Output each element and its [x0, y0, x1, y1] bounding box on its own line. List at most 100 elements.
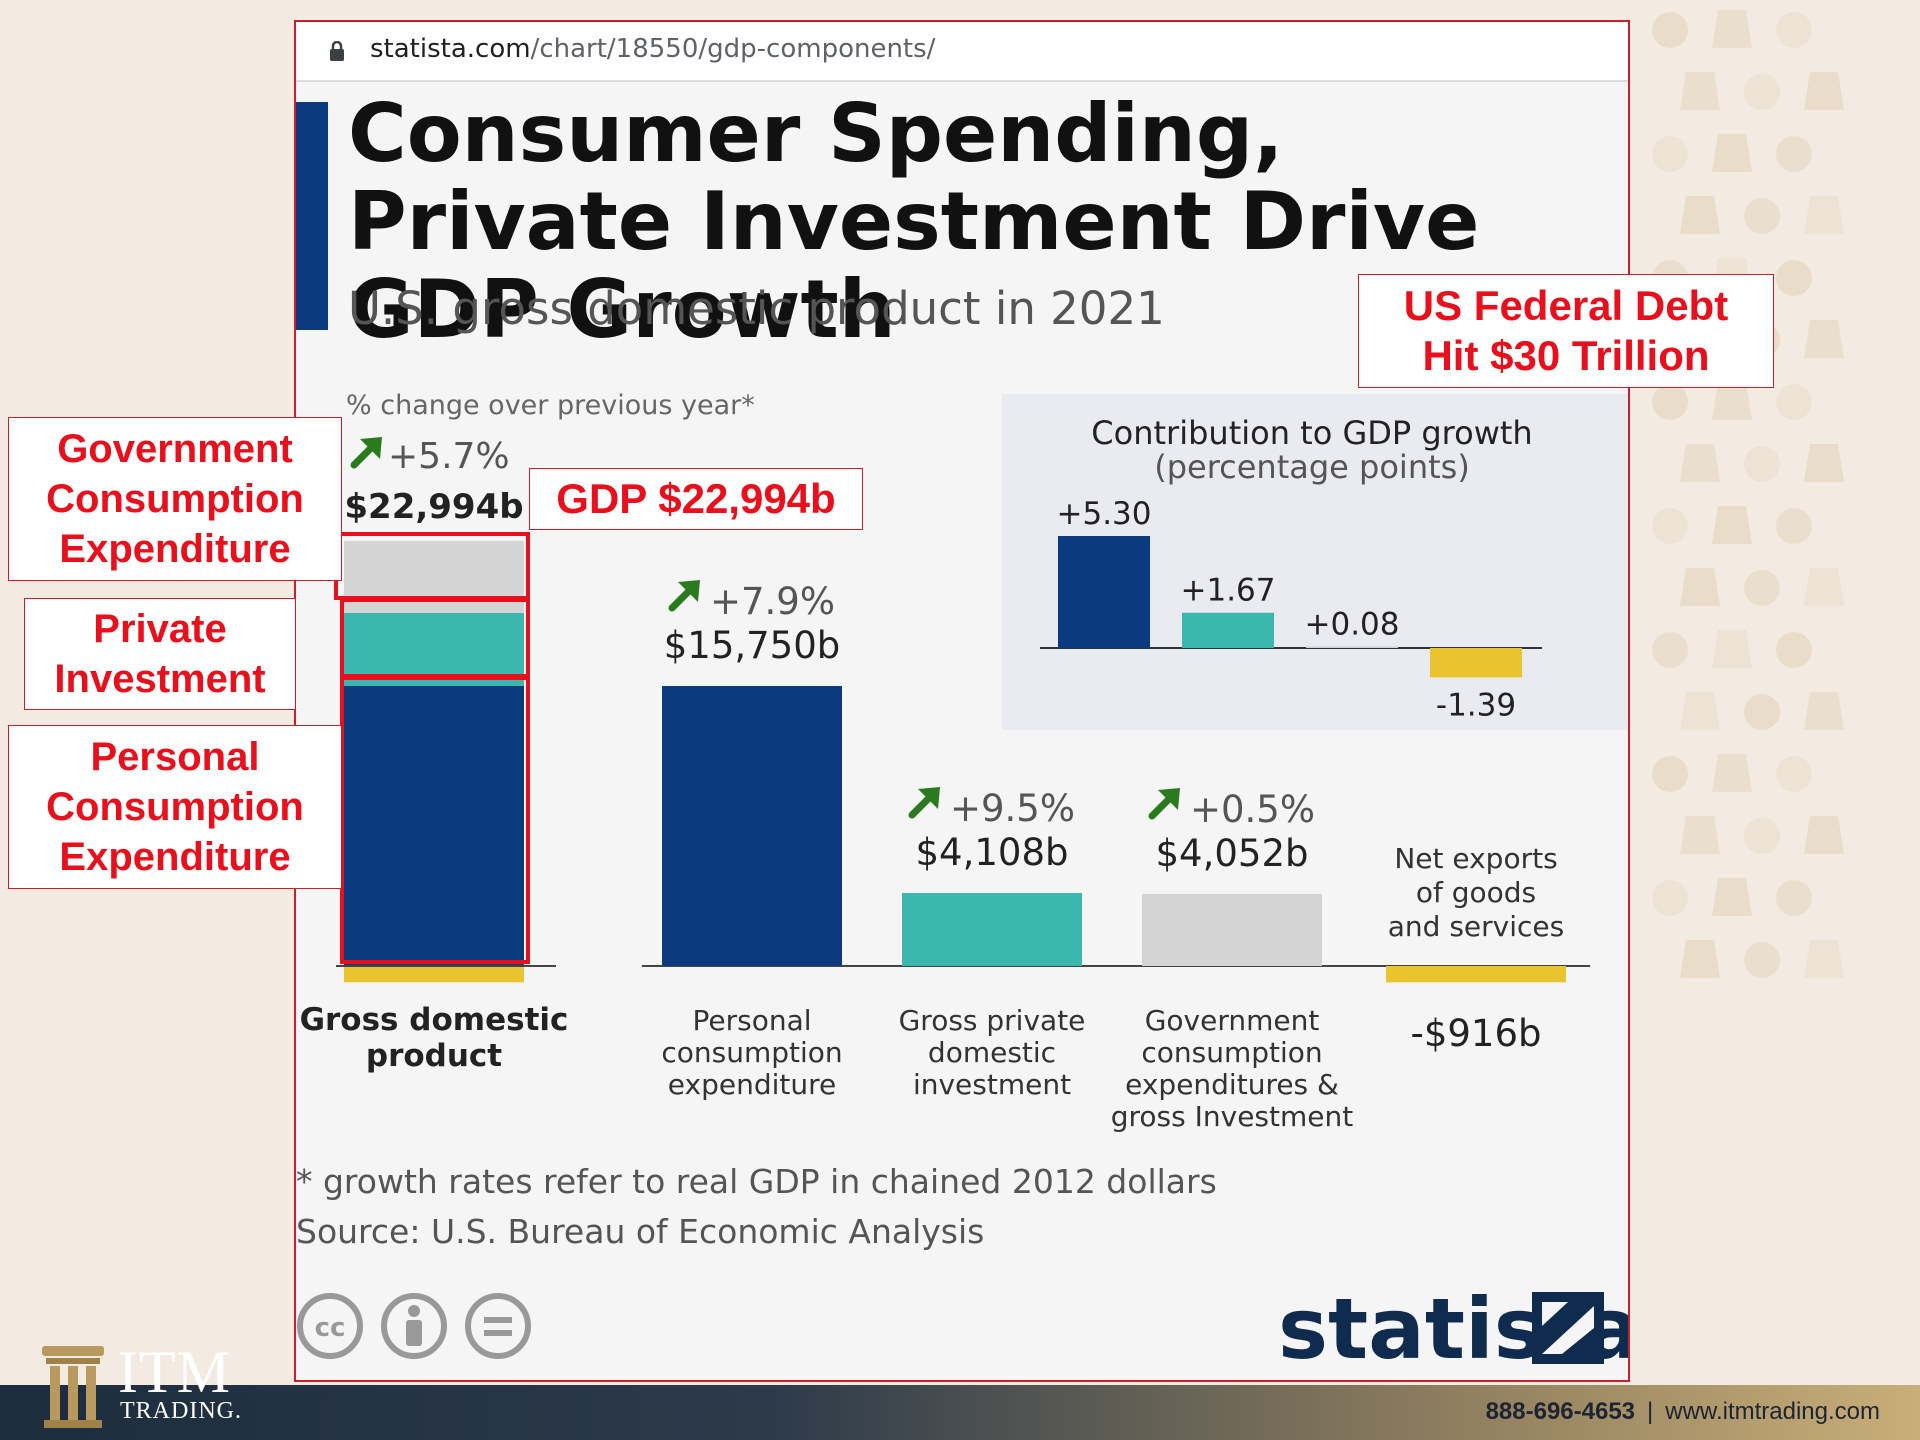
component-bar-4 — [1386, 966, 1566, 983]
lock-icon — [330, 41, 344, 61]
component-category-label-2-2: domestic — [928, 1036, 1056, 1069]
decorative-dot — [1652, 880, 1688, 916]
component-category-label-1-2: consumption — [661, 1036, 842, 1069]
decorative-dot — [1776, 260, 1812, 296]
chart-title: Consumer Spending, Private Investment Dr… — [348, 87, 1480, 356]
contribution-value-label-4: -1.39 — [1436, 687, 1516, 723]
itm-logo-subtext: TRADING. — [120, 1398, 242, 1424]
cc-icon: cc — [297, 1293, 363, 1359]
gdp-category-label: Gross domestic — [300, 1002, 569, 1038]
decorative-pattern — [1652, 10, 1844, 978]
source-note: Source: U.S. Bureau of Economic Analysis — [296, 1212, 985, 1251]
component-category-label-4-3: and services — [1388, 910, 1564, 943]
component-category-label-3-3: expenditures & — [1125, 1068, 1339, 1101]
highlight-personal-segment — [340, 676, 530, 964]
statista-logo-mark — [1532, 1292, 1604, 1364]
decorative-dot — [1776, 384, 1812, 420]
decorative-trapezoid — [1804, 196, 1844, 234]
decorative-trapezoid — [1804, 692, 1844, 730]
browser-address-bar[interactable]: statista.com/chart/18550/gdp-components/ — [296, 22, 1628, 82]
component-growth-arrow-icon-3 — [1148, 787, 1180, 820]
component-value-label-1: $15,750b — [664, 624, 841, 667]
component-growth-label-3: +0.5% — [1190, 788, 1315, 831]
decorative-trapezoid — [1804, 320, 1844, 358]
decorative-dot — [1652, 508, 1688, 544]
url-text[interactable]: statista.com/chart/18550/gdp-components/ — [370, 34, 936, 64]
statista-chart-panel: statista.com/chart/18550/gdp-components/… — [294, 20, 1630, 1382]
title-accent-bar — [296, 102, 328, 330]
component-growth-arrow-icon-3-head — [1158, 787, 1180, 810]
contribution-subtitle: (percentage points) — [1154, 448, 1470, 486]
contribution-value-label-2: +1.67 — [1181, 573, 1276, 609]
component-growth-arrow-icon-1-head — [678, 580, 700, 602]
gdp-stack-segment-1 — [344, 686, 524, 966]
decorative-dot — [1652, 384, 1688, 420]
decorative-dot — [1776, 880, 1812, 916]
gdp-category-label-line2: product — [366, 1038, 502, 1074]
component-value-label-4: -$916b — [1411, 1012, 1542, 1055]
decorative-trapezoid — [1712, 10, 1752, 48]
callout-government-consumption: Government Consumption Expenditure — [8, 417, 342, 581]
component-category-label-4-2: of goods — [1416, 876, 1536, 909]
component-growth-arrow-icon-1 — [668, 580, 700, 612]
gdp-growth-label: +5.7% — [388, 436, 510, 477]
decorative-trapezoid — [1712, 878, 1752, 916]
decorative-trapezoid — [1712, 630, 1752, 668]
contact-info: 888-696-4653 | www.itmtrading.com — [1486, 1398, 1880, 1426]
decorative-dot — [1652, 632, 1688, 668]
decorative-dot — [1652, 136, 1688, 172]
footnote: * growth rates refer to real GDP in chai… — [296, 1162, 1217, 1201]
decorative-dot — [1744, 74, 1780, 110]
callout-gdp-total: GDP $22,994b — [529, 468, 863, 530]
decorative-dot — [1652, 12, 1688, 48]
phone-number[interactable]: 888-696-4653 — [1485, 1398, 1636, 1425]
component-bar-2 — [902, 892, 1082, 966]
decorative-trapezoid — [1680, 196, 1720, 234]
callout-personal-consumption: Personal Consumption Expenditure — [8, 725, 342, 889]
decorative-trapezoid — [1712, 506, 1752, 544]
decorative-dot — [1776, 508, 1812, 544]
license-badges[interactable]: cc — [296, 1292, 536, 1362]
decorative-trapezoid — [1680, 816, 1720, 854]
component-category-label-1-3: expenditure — [668, 1068, 836, 1101]
decorative-trapezoid — [1680, 940, 1720, 978]
callout-federal-debt: US Federal Debt Hit $30 Trillion — [1358, 274, 1774, 388]
decorative-dot — [1744, 942, 1780, 978]
component-category-label-2-1: Gross private — [899, 1004, 1086, 1037]
decorative-dot — [1776, 12, 1812, 48]
gdp-growth-arrow-icon — [350, 437, 382, 469]
contribution-value-label-3: +0.08 — [1305, 606, 1400, 642]
decorative-dot — [1744, 446, 1780, 482]
itm-logo-text[interactable]: ITM — [118, 1339, 231, 1405]
decorative-dot — [1744, 198, 1780, 234]
decorative-dot — [1776, 136, 1812, 172]
chart-subtitle: U.S. gross domestic product in 2021 — [348, 282, 1165, 335]
gdp-stack-net-exports — [344, 966, 524, 983]
component-bar-1 — [662, 686, 842, 966]
decorative-trapezoid — [1680, 72, 1720, 110]
decorative-trapezoid — [1712, 134, 1752, 172]
component-category-label-3-4: gross Investment — [1111, 1100, 1353, 1133]
decorative-trapezoid — [1804, 72, 1844, 110]
highlight-government-segment — [334, 532, 530, 600]
gdp-stack-segment-2 — [344, 612, 524, 686]
contribution-title: Contribution to GDP growth — [1091, 414, 1532, 452]
itm-column-logo-icon — [42, 1346, 104, 1428]
contribution-bar-2 — [1182, 612, 1274, 648]
no-derivatives-icon — [465, 1293, 531, 1359]
component-category-label-3-2: consumption — [1141, 1036, 1322, 1069]
contact-separator: | — [1647, 1398, 1654, 1425]
contribution-bar-1 — [1058, 536, 1150, 648]
decorative-trapezoid — [1680, 444, 1720, 482]
highlight-private-segment — [340, 598, 530, 678]
gdp-components-chart: % change over previous year* +5.7% $22,994… — [300, 390, 1628, 1133]
website-link[interactable]: www.itmtrading.com — [1665, 1398, 1880, 1425]
decorative-trapezoid — [1712, 382, 1752, 420]
component-value-label-2: $4,108b — [916, 831, 1069, 874]
decorative-dot — [1744, 694, 1780, 730]
decorative-trapezoid — [1712, 754, 1752, 792]
decorative-dot — [1744, 570, 1780, 606]
decorative-trapezoid — [1680, 692, 1720, 730]
component-growth-arrow-icon-2-head — [918, 786, 940, 809]
decorative-trapezoid — [1804, 444, 1844, 482]
